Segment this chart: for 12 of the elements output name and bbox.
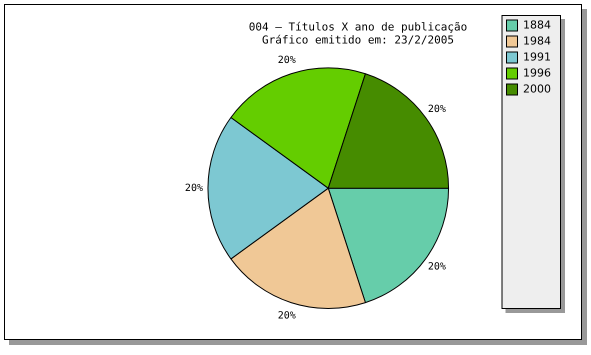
text: 004 – Títulos X ano de publicação xyxy=(248,20,468,34)
legend-label: 1996 xyxy=(523,66,552,80)
data-label: 20% xyxy=(428,104,446,115)
legend-label: 1884 xyxy=(523,18,552,32)
data-label: 20% xyxy=(428,262,446,273)
legend-label: 2000 xyxy=(523,82,552,96)
legend-label: 1984 xyxy=(523,34,552,48)
data-label: 20% xyxy=(184,182,203,194)
data-label: 20% xyxy=(278,310,296,322)
data-label: 20% xyxy=(278,55,296,66)
text: Gráfico emitido em: 23/2/2005 xyxy=(262,34,454,47)
legend-label: 1991 xyxy=(523,50,552,64)
